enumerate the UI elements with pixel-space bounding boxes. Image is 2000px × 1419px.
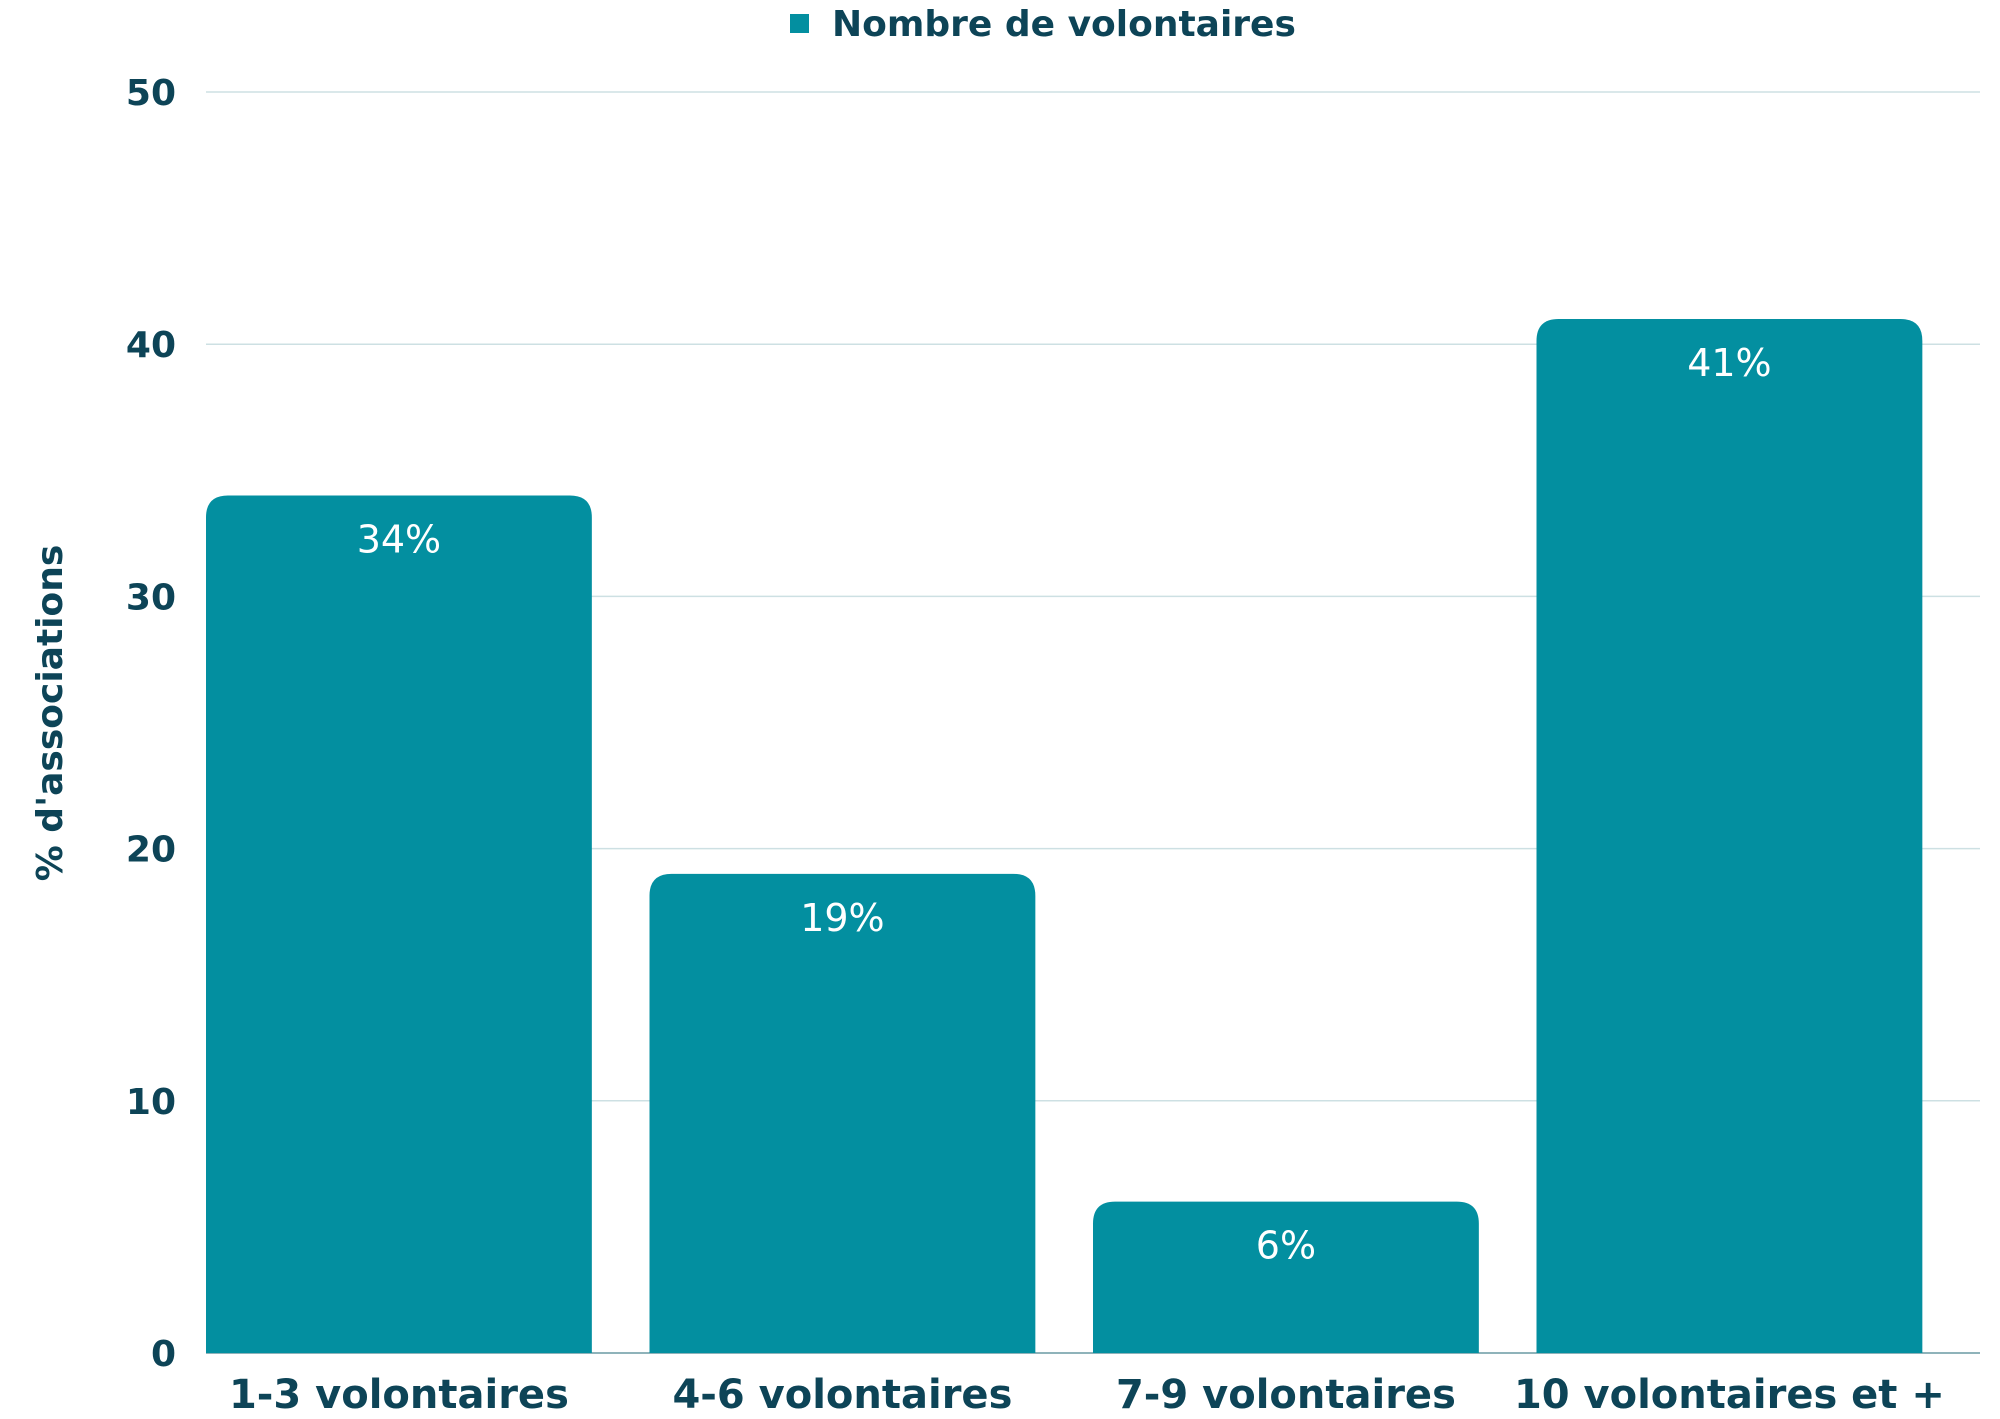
y-tick-label: 0 xyxy=(151,1334,176,1375)
data-label: 41% xyxy=(1687,341,1771,385)
data-labels: 34% 19% 6% 41% xyxy=(357,341,1772,1268)
data-label: 6% xyxy=(1256,1224,1316,1268)
y-tick-label: 30 xyxy=(126,577,176,618)
x-tick-label: 4-6 volontaires xyxy=(672,1372,1012,1414)
bar xyxy=(206,495,592,1353)
bar xyxy=(649,873,1036,1353)
y-tick-label: 10 xyxy=(126,1082,176,1123)
y-axis-label: % d'associations xyxy=(30,545,71,882)
data-label: 34% xyxy=(357,518,441,562)
x-axis-ticks: 1-3 volontaires 4-6 volontaires 7-9 volont… xyxy=(229,1372,1945,1418)
y-tick-label: 40 xyxy=(126,325,176,366)
y-tick-label: 20 xyxy=(126,830,176,871)
legend-label: Nombre de volontaires xyxy=(832,4,1296,45)
y-axis-ticks: 0 10 20 30 40 50 xyxy=(126,73,176,1375)
y-tick-label: 50 xyxy=(126,73,176,114)
bars xyxy=(206,318,1923,1354)
bar xyxy=(1536,318,1923,1354)
legend: Nombre de volontaires xyxy=(790,4,1296,45)
bar xyxy=(1093,1201,1479,1353)
legend-swatch xyxy=(790,14,809,33)
x-tick-label: 1-3 volontaires xyxy=(229,1372,569,1414)
x-tick-label: 10 volontaires et + xyxy=(1514,1372,1945,1414)
x-tick-label: 7-9 volontaires xyxy=(1116,1372,1456,1414)
data-label: 19% xyxy=(800,896,884,940)
